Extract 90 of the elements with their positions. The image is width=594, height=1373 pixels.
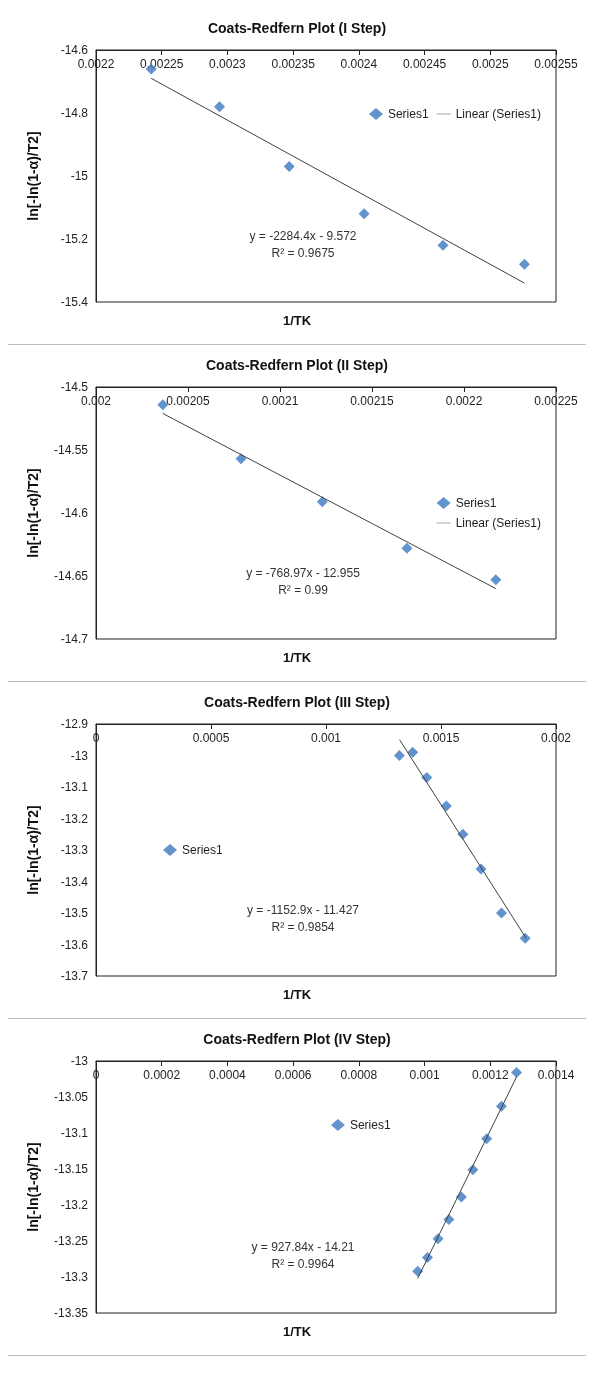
point <box>518 258 530 270</box>
chart-title: Coats-Redfern Plot (II Step) <box>205 357 389 373</box>
x-tick-label: 0.0021 <box>261 394 299 408</box>
x-tick-label: 0.0008 <box>340 1068 378 1082</box>
y-tick-label: -14.7 <box>60 632 89 646</box>
legend-label: Series1 <box>387 107 429 121</box>
x-tick-label: 0.00215 <box>350 394 395 408</box>
legend-label: Series1 <box>182 843 224 857</box>
annotation: R² = 0.9964 <box>271 1257 335 1272</box>
y-tick-label: -13.05 <box>53 1090 89 1104</box>
x-tick-label: 0.001 <box>310 731 342 745</box>
x-tick-label: 0.00225 <box>140 57 184 71</box>
point <box>519 932 531 944</box>
x-tick-label: 0.0014 <box>537 1068 575 1082</box>
legend-label: Linear (Series1) <box>455 107 541 121</box>
point <box>316 496 328 508</box>
annotation: y = -768.97x - 12.955 <box>246 566 361 581</box>
annotation: R² = 0.99 <box>278 583 329 598</box>
y-tick-label: -13.35 <box>53 1306 89 1320</box>
y-tick-label: -13.6 <box>60 937 89 952</box>
x-tick-label: 0.0012 <box>471 1068 509 1082</box>
y-axis-title: ln[-ln(1-α)/T2] <box>25 131 41 221</box>
y-tick-label: -13.3 <box>60 843 89 857</box>
annotation: y = -1152.9x - 11.427 <box>247 903 360 918</box>
y-tick-label: -13.2 <box>60 811 89 826</box>
x-tick-label: 0.0022 <box>445 394 483 408</box>
x-tick-label: 0.0002 <box>143 1068 181 1082</box>
y-tick-label: -14.65 <box>53 569 89 583</box>
y-tick-label: -13.25 <box>53 1234 89 1248</box>
y-tick-label: -13 <box>70 748 89 763</box>
y-tick-label: -13 <box>70 1054 89 1068</box>
x-tick-label: 0.002 <box>540 731 572 745</box>
x-tick-label: 0.0006 <box>274 1068 312 1082</box>
y-tick-label: -13.4 <box>60 874 89 889</box>
y-tick-label: -13.7 <box>60 969 89 983</box>
legend-label: Series1 <box>349 1118 391 1132</box>
y-tick-label: -13.2 <box>60 1198 89 1212</box>
y-tick-label: -14.6 <box>60 506 89 520</box>
point <box>401 542 413 554</box>
point <box>437 239 449 251</box>
x-tick-label: 0.0024 <box>340 57 378 71</box>
y-tick-label: -13.1 <box>60 780 89 794</box>
x-tick-label: 0.0025 <box>471 57 509 71</box>
annotation: y = 927.84x - 14.21 <box>251 1240 355 1255</box>
annotation: y = -2284.4x - 9.572 <box>249 229 357 244</box>
annotation: R² = 0.9675 <box>271 246 335 261</box>
y-axis-title: ln[-ln(1-α)/T2] <box>25 805 41 895</box>
y-axis-title: ln[-ln(1-α)/T2] <box>25 1142 41 1232</box>
chart-title: Coats-Redfern Plot (IV Step) <box>203 1031 391 1047</box>
point <box>235 453 247 465</box>
point <box>490 574 502 586</box>
point <box>393 750 405 761</box>
x-axis-title: 1/TK <box>282 650 312 665</box>
x-axis-title: 1/TK <box>282 987 312 1002</box>
x-tick-label: 0.00205 <box>166 394 211 408</box>
y-tick-label: -14.55 <box>53 443 89 457</box>
x-tick-label: 0.001 <box>409 1068 440 1082</box>
y-tick-label: -14.6 <box>60 43 89 57</box>
annotation: R² = 0.9854 <box>271 920 335 935</box>
x-tick-label: 0.00235 <box>271 57 316 71</box>
x-tick-label: 0.00245 <box>402 57 447 71</box>
y-tick-label: -13.3 <box>60 1270 89 1284</box>
legend-label: Linear (Series1) <box>455 516 541 530</box>
chart-title: Coats-Redfern Plot (I Step) <box>207 20 387 36</box>
y-tick-label: -12.9 <box>60 717 89 731</box>
y-tick-label: -13.5 <box>60 906 89 920</box>
x-tick-label: 0.0004 <box>209 1068 247 1082</box>
y-tick-label: -13.1 <box>60 1126 89 1140</box>
y-tick-label: -13.15 <box>53 1162 89 1176</box>
x-tick-label: 0.0023 <box>209 57 247 71</box>
chart-title: Coats-Redfern Plot (III Step) <box>204 694 390 710</box>
y-tick-label: -15 <box>70 169 89 183</box>
y-axis-title: ln[-ln(1-α)/T2] <box>25 468 41 558</box>
y-tick-label: -15.2 <box>60 232 89 246</box>
x-tick-label: 0.0005 <box>192 731 230 745</box>
point <box>495 907 507 919</box>
x-tick-label: 0.00255 <box>534 57 579 71</box>
x-axis-title: 1/TK <box>282 313 312 328</box>
y-tick-label: -14.8 <box>60 106 89 120</box>
point <box>407 746 419 758</box>
point <box>358 208 370 220</box>
point <box>283 161 295 173</box>
x-tick-label: 0.0015 <box>422 731 460 745</box>
y-tick-label: -15.4 <box>60 295 89 309</box>
point <box>214 101 226 113</box>
x-axis-title: 1/TK <box>282 1324 312 1339</box>
x-tick-label: 0.00225 <box>534 394 579 408</box>
point <box>511 1067 523 1079</box>
y-tick-label: -14.5 <box>60 380 89 394</box>
legend-label: Series1 <box>455 496 497 510</box>
